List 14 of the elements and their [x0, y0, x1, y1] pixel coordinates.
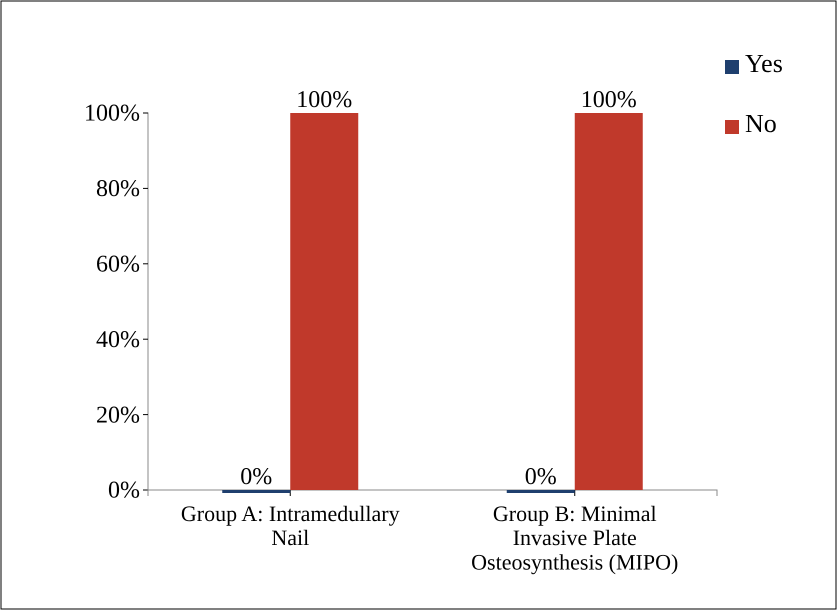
x-tick-label: Group A: Intramedullary Nail — [180, 501, 400, 550]
y-tick-label: 80% — [96, 176, 140, 202]
y-tick-label: 0% — [108, 478, 140, 504]
legend-label: Yes — [745, 49, 783, 78]
y-tick-label: 40% — [96, 326, 140, 353]
x-tick-label: Group B: Minimal Invasive Plate Osteosynthesis (MIPO) — [471, 501, 678, 574]
y-tick-label: 60% — [96, 251, 140, 278]
legend-label: No — [745, 109, 777, 138]
data-label: 100% — [580, 87, 637, 113]
y-tick-label: 100% — [84, 100, 140, 127]
data-label: 100% — [296, 87, 352, 113]
y-tick-label: 20% — [96, 402, 140, 428]
data-label: 0% — [240, 464, 272, 490]
data-label: 0% — [524, 464, 557, 490]
